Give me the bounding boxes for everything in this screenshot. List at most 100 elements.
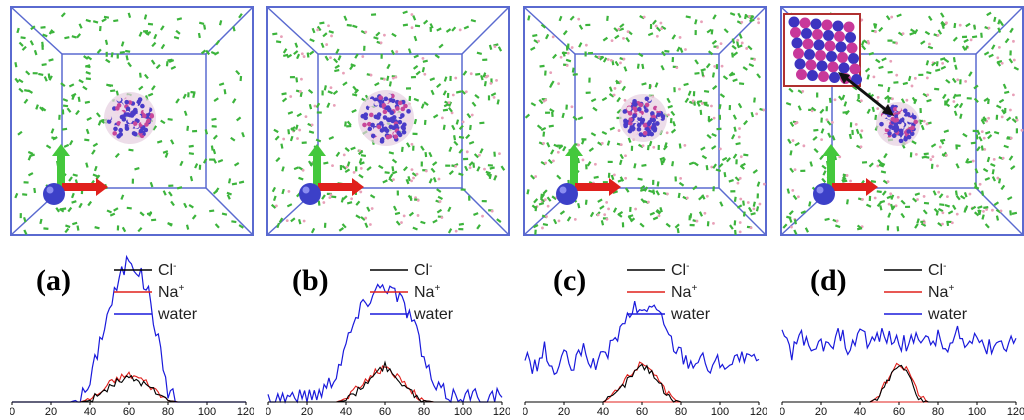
x-tick-label: 80 [162, 406, 174, 415]
legend-label-cl: Cl- [158, 261, 176, 279]
x-axis-arrowhead [609, 178, 621, 196]
ion-cluster [104, 92, 156, 144]
box-edge [266, 6, 319, 55]
snapshot-panel-d [780, 6, 1024, 236]
x-axis-arrow [832, 183, 868, 191]
series-line-water [524, 300, 760, 376]
y-axis-arrowhead [565, 144, 583, 156]
z-axis-sphere [813, 183, 835, 205]
x-tick-label: 60 [123, 406, 135, 415]
axis-triad [813, 144, 878, 205]
panel-label: (d) [810, 264, 847, 297]
plot-svg: 0 20 40 60 80 100 120 (b) Cl- Na+ water [265, 261, 511, 418]
legend-label-water: water [157, 306, 198, 323]
simulation-box-inner [61, 53, 207, 189]
snapshot-svg [10, 6, 254, 236]
simulation-box-inner [831, 53, 977, 189]
snapshot-svg [266, 6, 510, 236]
x-tick-label: 60 [636, 406, 648, 415]
box-edge [461, 6, 510, 55]
density-plot-d: 0 20 40 60 80 100 120 (d) Cl- Na+ water [779, 240, 1024, 420]
density-plot-c: 0 20 40 60 80 100 120 (c) Cl- Na+ water [522, 240, 768, 420]
plot-svg: 0 20 40 60 80 100 120 (c) Cl- Na+ water [522, 261, 768, 418]
x-tick-label: 40 [84, 406, 96, 415]
y-axis-arrow [570, 154, 578, 188]
series-line-clminus [525, 363, 759, 403]
snapshot-panel-b [266, 6, 510, 236]
water-molecules [14, 12, 245, 235]
panel-label: (b) [292, 264, 329, 297]
x-tick-label: 60 [893, 406, 905, 415]
x-tick-label: 100 [198, 406, 216, 415]
series-line-water [267, 283, 503, 404]
x-tick-label: 40 [854, 406, 866, 415]
x-tick-label: 0 [10, 406, 15, 415]
axis-triad [43, 144, 108, 205]
density-plot-a: 0 20 40 60 80 100 120 (a) Cl- Na+ water [9, 240, 255, 420]
x-tick-label: 60 [379, 406, 391, 415]
x-axis-arrow [318, 183, 354, 191]
series-line-clminus [782, 364, 1016, 403]
y-axis-arrow [827, 154, 835, 188]
series-line-water [781, 325, 1017, 361]
legend-label-na: Na+ [928, 283, 954, 301]
axis-triad [556, 144, 621, 205]
x-tick-label: 80 [418, 406, 430, 415]
z-axis-sphere [556, 183, 578, 205]
ion-cluster [358, 90, 414, 146]
x-tick-label: 120 [237, 406, 254, 415]
x-axis-arrowhead [866, 178, 878, 196]
x-tick-label: 120 [493, 406, 510, 415]
plot-svg: 0 20 40 60 80 100 120 (d) Cl- Na+ water [779, 261, 1024, 418]
x-tick-label: 20 [815, 406, 827, 415]
series-line-clminus [268, 360, 502, 403]
x-tick-label: 80 [675, 406, 687, 415]
x-tick-label: 20 [301, 406, 313, 415]
x-axis-arrowhead [352, 178, 364, 196]
x-tick-label: 120 [1007, 406, 1024, 415]
legend-label-na: Na+ [158, 283, 184, 301]
box-edge [205, 6, 254, 55]
series-line-clminus [12, 374, 246, 403]
water-molecules [524, 12, 766, 236]
x-tick-label: 80 [932, 406, 944, 415]
y-axis-arrowhead [52, 144, 70, 156]
panel-label: (a) [36, 264, 71, 297]
axis-triad [299, 144, 364, 205]
x-tick-label: 100 [968, 406, 986, 415]
snapshot-panel-a [10, 6, 254, 236]
x-tick-label: 100 [454, 406, 472, 415]
x-axis-arrow [575, 183, 611, 191]
x-tick-label: 0 [266, 406, 271, 415]
y-axis-arrow [313, 154, 321, 188]
plot-svg: 0 20 40 60 80 100 120 (a) Cl- Na+ water [9, 254, 255, 418]
series-line-naplus [12, 371, 246, 403]
y-axis-arrow [57, 154, 65, 188]
series-line-naplus [782, 362, 1016, 403]
density-plot-b: 0 20 40 60 80 100 120 (b) Cl- Na+ water [265, 240, 511, 420]
panel-label: (c) [553, 264, 586, 297]
legend-label-na: Na+ [671, 283, 697, 301]
z-axis-sphere [299, 183, 321, 205]
box-edge [718, 6, 767, 55]
crystal-inset [783, 13, 894, 116]
x-tick-label: 20 [45, 406, 57, 415]
legend-label-na: Na+ [414, 283, 440, 301]
box-edge [10, 6, 63, 55]
snapshot-svg [780, 6, 1024, 236]
legend-label-cl: Cl- [414, 261, 432, 279]
y-axis-arrowhead [308, 144, 326, 156]
water-molecules [270, 10, 506, 234]
legend-label-water: water [927, 306, 968, 323]
x-axis-arrowhead [96, 178, 108, 196]
z-axis-sphere [43, 183, 65, 205]
x-tick-label: 100 [711, 406, 729, 415]
x-axis-arrow [62, 183, 98, 191]
x-tick-label: 0 [780, 406, 785, 415]
simulation-box-inner [317, 53, 463, 189]
legend-label-water: water [413, 306, 454, 323]
snapshot-svg [523, 6, 767, 236]
y-axis-arrowhead [822, 144, 840, 156]
box-edge [718, 187, 767, 236]
inset-pointer-arrow [845, 76, 887, 112]
